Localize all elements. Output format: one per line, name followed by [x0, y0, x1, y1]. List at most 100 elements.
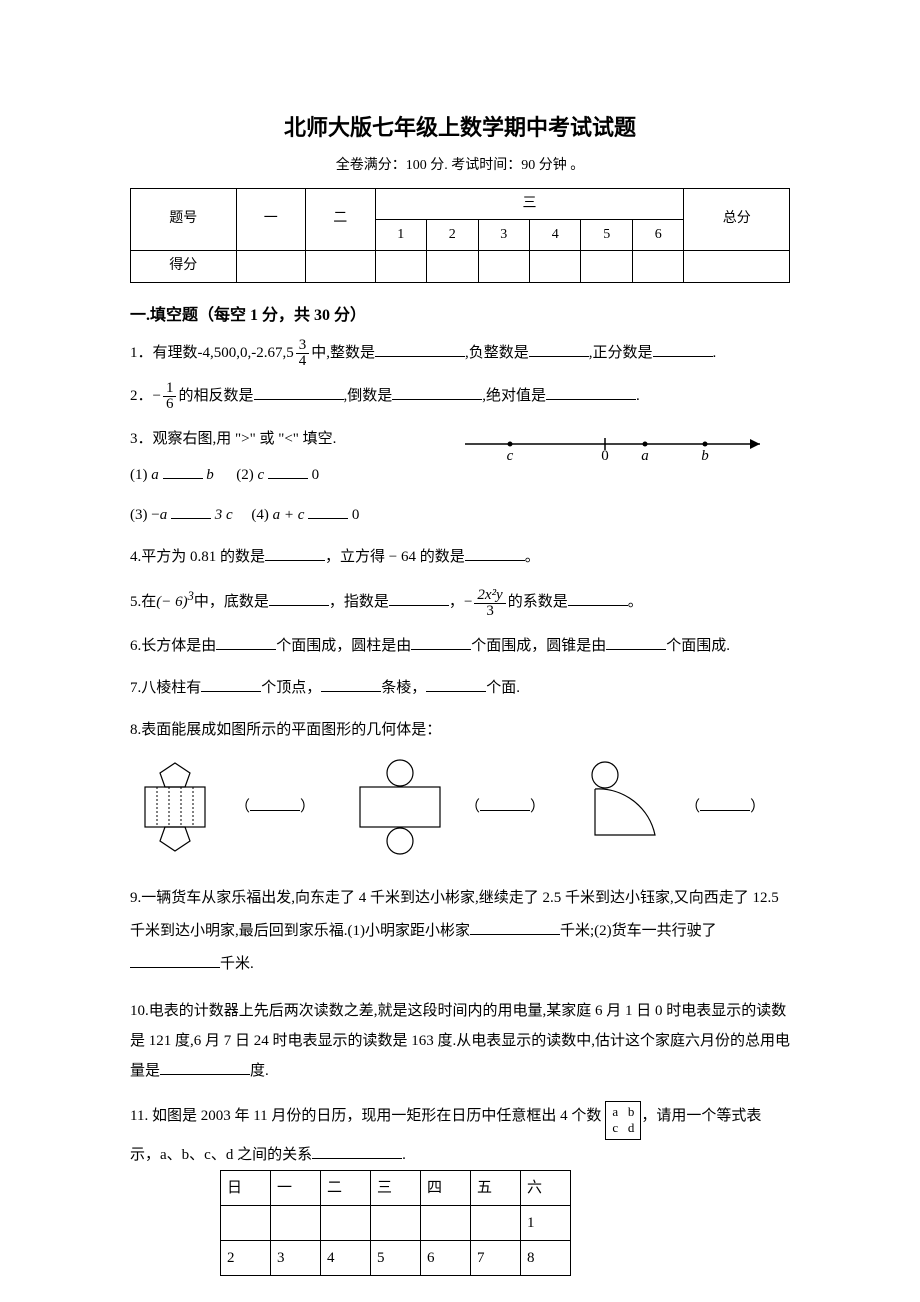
q3-t: (4)	[251, 507, 272, 523]
q1-t: ,负整数是	[465, 345, 529, 361]
q3-header: 3．观察右图,用 ">" 或 "<" 填空.	[130, 424, 460, 454]
score-cell[interactable]	[375, 251, 426, 282]
cal-cell	[471, 1206, 521, 1241]
blank-input[interactable]	[268, 464, 308, 479]
blank-input[interactable]	[426, 677, 486, 692]
blank-input[interactable]	[321, 677, 381, 692]
q7-t: 7.八棱柱有	[130, 680, 201, 696]
q8-paren-2: （）	[465, 795, 545, 819]
blank-input[interactable]	[411, 635, 471, 650]
blank-input[interactable]	[171, 504, 211, 519]
cal-cell	[321, 1206, 371, 1241]
blank-input[interactable]	[653, 342, 713, 357]
q3-t: (2)	[236, 467, 257, 483]
cal-h: 六	[521, 1171, 571, 1206]
blank-input[interactable]	[606, 635, 666, 650]
cone-net-icon	[575, 757, 675, 857]
th-qnum: 题号	[131, 188, 237, 251]
th-1: 一	[236, 188, 306, 251]
q7-t: 个顶点，	[261, 680, 321, 696]
question-8: 8.表面能展成如图所示的平面图形的几何体是：	[130, 715, 790, 745]
q2-t: .	[636, 388, 640, 404]
section-1-header: 一.填空题（每空 1 分，共 30 分）	[130, 303, 790, 329]
blank-input[interactable]	[265, 546, 325, 561]
svg-text:a: a	[641, 448, 649, 464]
q2-t: 2．	[130, 388, 153, 404]
q1-text: 1．有理数-4,500,0,-2.67,5	[130, 345, 294, 361]
q4-t: 4.平方为 0.81 的数是	[130, 549, 265, 565]
blank-input[interactable]	[312, 1144, 402, 1159]
cal-cell	[271, 1206, 321, 1241]
blank-input[interactable]	[160, 1060, 250, 1075]
q5-den: 3	[474, 604, 505, 619]
score-cell[interactable]	[478, 251, 529, 282]
blank-input[interactable]	[480, 796, 530, 811]
blank-input[interactable]	[375, 342, 465, 357]
blank-input[interactable]	[254, 385, 344, 400]
cal-cell: 1	[521, 1206, 571, 1241]
q8-shapes-row: （） （） （）	[130, 757, 790, 857]
q6-t: 个面围成.	[666, 638, 730, 654]
score-cell[interactable]	[427, 251, 478, 282]
question-3: 3．观察右图,用 ">" 或 "<" 填空. (1) a b (2) c 0 (…	[130, 424, 790, 530]
question-6: 6.长方体是由个面围成，圆柱是由个面围成，圆锥是由个面围成.	[130, 631, 790, 661]
q5-t: ，	[449, 594, 464, 610]
q6-t: 6.长方体是由	[130, 638, 216, 654]
score-cell[interactable]	[236, 251, 306, 282]
blank-input[interactable]	[389, 591, 449, 606]
blank-input[interactable]	[130, 953, 220, 968]
calendar-table: 日 一 二 三 四 五 六 1 2 3 4 5 6 7 8	[220, 1170, 571, 1276]
blank-input[interactable]	[269, 591, 329, 606]
cal-h: 二	[321, 1171, 371, 1206]
blank-input[interactable]	[546, 385, 636, 400]
td-score-label: 得分	[131, 251, 237, 282]
q5-t: 5.在	[130, 594, 156, 610]
blank-input[interactable]	[216, 635, 276, 650]
q10-t: 度.	[250, 1063, 269, 1079]
question-1: 1．有理数-4,500,0,-2.67,534中,整数是,负整数是,正分数是.	[130, 338, 790, 369]
cal-h: 三	[371, 1171, 421, 1206]
score-cell[interactable]	[684, 251, 790, 282]
cal-cell: 6	[421, 1241, 471, 1276]
blank-input[interactable]	[465, 546, 525, 561]
q1-t: .	[713, 345, 717, 361]
cal-cell: 3	[271, 1241, 321, 1276]
cal-cell: 2	[221, 1241, 271, 1276]
th-3: 三	[375, 188, 684, 219]
blank-input[interactable]	[568, 591, 628, 606]
blank-input[interactable]	[700, 796, 750, 811]
page-title: 北师大版七年级上数学期中考试试题	[130, 110, 790, 145]
q5-num: 2x²y	[474, 588, 505, 604]
number-line-icon: c 0 a b	[460, 424, 780, 469]
blank-input[interactable]	[392, 385, 482, 400]
q7-t: 个面.	[486, 680, 520, 696]
q3-var: 0	[352, 507, 360, 523]
question-9: 9.一辆货车从家乐福出发,向东走了 4 千米到达小彬家,继续走了 2.5 千米到…	[130, 882, 790, 981]
question-11: 11. 如图是 2003 年 11 月份的日历，现用一矩形在日历中任意框出 4 …	[130, 1101, 790, 1277]
blank-input[interactable]	[250, 796, 300, 811]
blank-input[interactable]	[163, 464, 203, 479]
q8-paren-3: （）	[685, 795, 765, 819]
q9-t: 千米.	[220, 956, 254, 972]
q2-neg: −	[153, 388, 161, 404]
q1-frac-num: 3	[296, 338, 310, 354]
blank-input[interactable]	[201, 677, 261, 692]
page-subtitle: 全卷满分：100 分. 考试时间：90 分钟 。	[130, 155, 790, 177]
score-cell[interactable]	[529, 251, 580, 282]
score-cell[interactable]	[581, 251, 632, 282]
blank-input[interactable]	[308, 504, 348, 519]
prism-net-icon	[130, 757, 225, 857]
abcd-cd: c d	[612, 1120, 634, 1135]
blank-input[interactable]	[529, 342, 589, 357]
q2-t: ,倒数是	[344, 388, 393, 404]
q2-num: 1	[163, 381, 177, 397]
score-cell[interactable]	[306, 251, 376, 282]
cal-h: 四	[421, 1171, 471, 1206]
svg-text:0: 0	[601, 448, 609, 464]
blank-input[interactable]	[470, 920, 560, 935]
q1-t: ,正分数是	[589, 345, 653, 361]
cylinder-net-icon	[345, 757, 455, 857]
score-cell[interactable]	[632, 251, 683, 282]
cal-cell: 8	[521, 1241, 571, 1276]
cal-cell	[421, 1206, 471, 1241]
